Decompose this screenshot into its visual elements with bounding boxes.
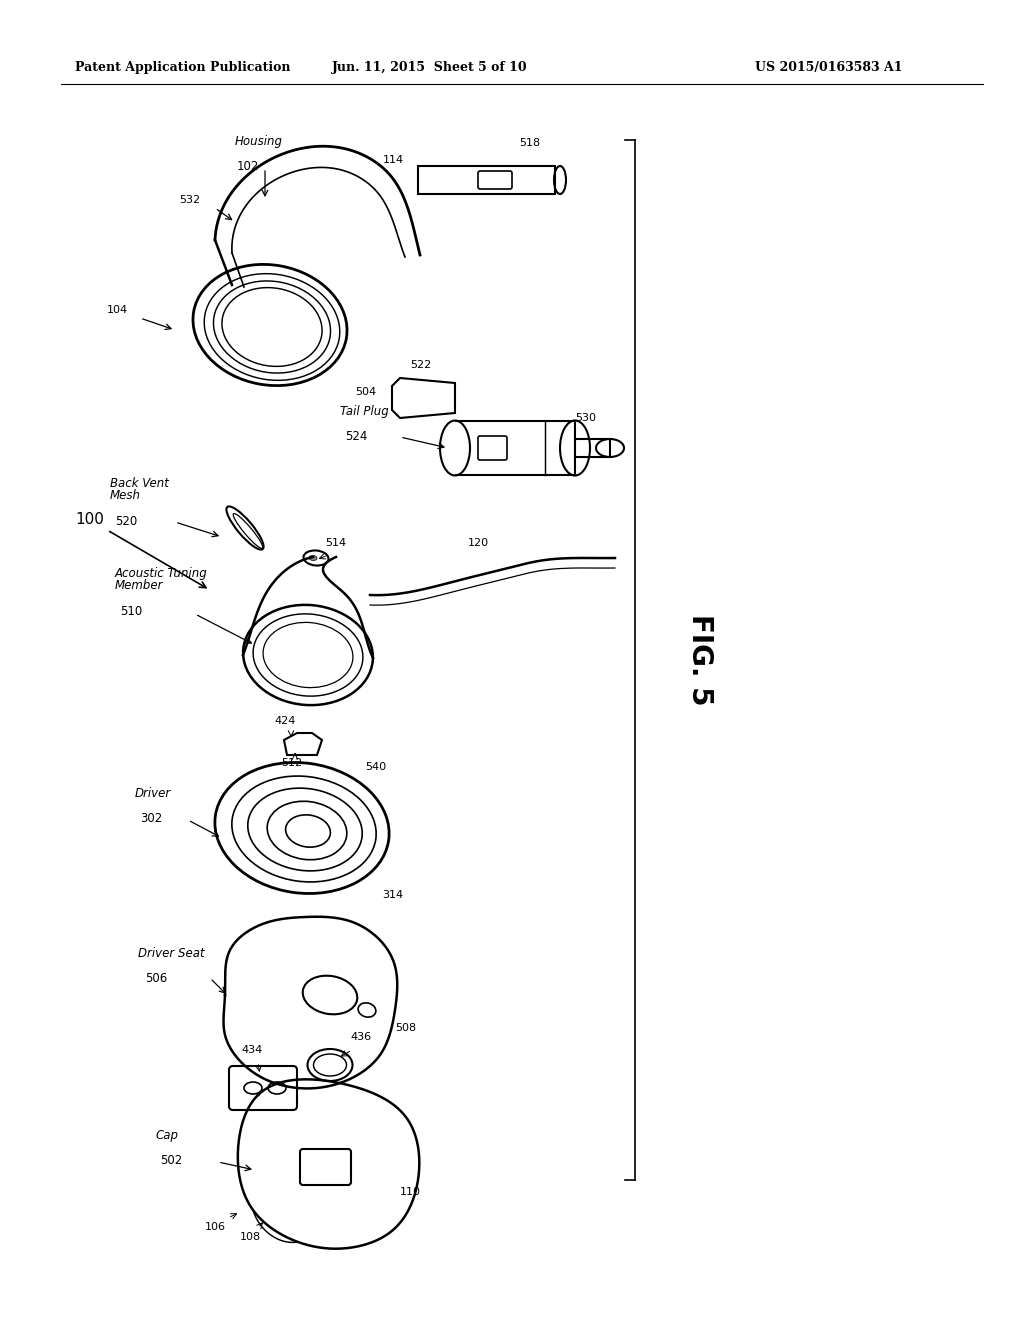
Text: 510: 510 xyxy=(120,605,142,618)
Text: Acoustic Tuning: Acoustic Tuning xyxy=(115,568,208,579)
Text: Cap: Cap xyxy=(155,1129,178,1142)
Text: 314: 314 xyxy=(382,890,403,900)
Text: Mesh: Mesh xyxy=(110,488,141,502)
Text: 102: 102 xyxy=(237,160,259,173)
Text: Driver: Driver xyxy=(135,787,171,800)
Text: 302: 302 xyxy=(140,812,162,825)
Text: 108: 108 xyxy=(240,1232,260,1242)
Text: 120: 120 xyxy=(467,539,488,548)
Text: Housing: Housing xyxy=(234,135,283,148)
Text: FIG. 5: FIG. 5 xyxy=(686,614,714,706)
Text: 506: 506 xyxy=(145,972,167,985)
Text: Back Vent: Back Vent xyxy=(110,477,169,490)
Text: 522: 522 xyxy=(410,360,431,370)
Text: Jun. 11, 2015  Sheet 5 of 10: Jun. 11, 2015 Sheet 5 of 10 xyxy=(332,62,527,74)
Text: 434: 434 xyxy=(242,1045,262,1055)
Text: Member: Member xyxy=(115,579,164,591)
Text: 532: 532 xyxy=(179,195,200,205)
Text: 540: 540 xyxy=(365,762,386,772)
Text: 114: 114 xyxy=(382,154,403,165)
Text: US 2015/0163583 A1: US 2015/0163583 A1 xyxy=(755,62,902,74)
Text: 106: 106 xyxy=(205,1222,225,1232)
Text: 518: 518 xyxy=(519,139,541,148)
Text: 508: 508 xyxy=(395,1023,416,1034)
Text: 502: 502 xyxy=(160,1154,182,1167)
Text: 514: 514 xyxy=(325,539,346,548)
Text: 520: 520 xyxy=(115,515,137,528)
Text: 436: 436 xyxy=(350,1032,371,1041)
Text: 524: 524 xyxy=(345,430,368,444)
Text: 530: 530 xyxy=(575,413,596,422)
Text: Patent Application Publication: Patent Application Publication xyxy=(75,62,291,74)
Ellipse shape xyxy=(309,556,317,561)
Text: 504: 504 xyxy=(355,387,376,397)
Text: 110: 110 xyxy=(400,1187,421,1197)
Text: Tail Plug: Tail Plug xyxy=(340,405,389,418)
Text: 512: 512 xyxy=(282,758,302,768)
Text: 100: 100 xyxy=(76,512,206,587)
Text: 424: 424 xyxy=(274,715,296,726)
Text: Driver Seat: Driver Seat xyxy=(138,946,205,960)
Text: 104: 104 xyxy=(106,305,128,315)
